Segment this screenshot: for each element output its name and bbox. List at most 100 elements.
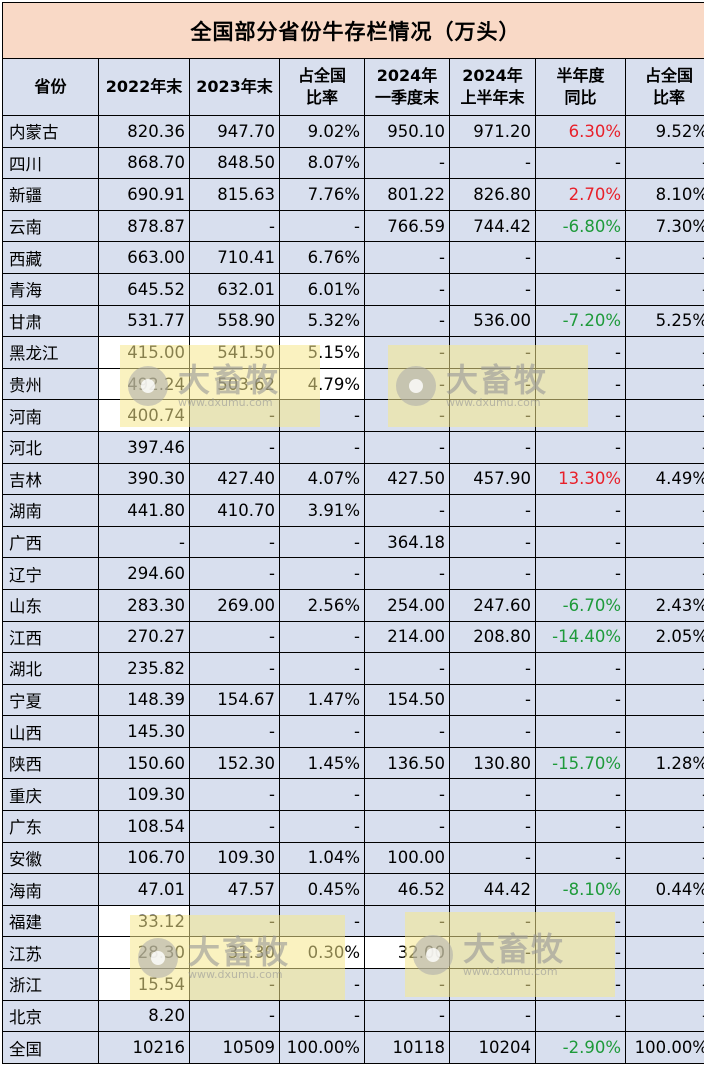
value-cell: 868.70	[98, 146, 190, 180]
value-cell: 848.50	[189, 146, 280, 180]
value-cell: -	[625, 241, 704, 274]
value-cell: -	[364, 904, 450, 938]
province-cell: 浙江	[2, 968, 99, 1001]
value-cell: 154.50	[364, 683, 450, 717]
value-cell: -	[535, 841, 626, 875]
value-cell: -	[535, 936, 626, 970]
value-cell: 28.30	[98, 936, 190, 970]
value-cell: -	[535, 999, 626, 1033]
value-cell: -	[189, 525, 280, 559]
value-cell: 130.80	[449, 746, 536, 780]
value-cell: -	[364, 430, 450, 464]
province-cell: 青海	[2, 272, 99, 306]
table-row: 吉林 390.30 427.40 4.07% 427.50 457.90 13.30% 4.4…	[2, 462, 704, 496]
value-cell: 6.76%	[279, 241, 365, 274]
value-cell: -	[625, 430, 704, 464]
value-cell: 744.42	[449, 209, 536, 243]
value-cell: -	[625, 494, 704, 527]
province-cell: 北京	[2, 999, 99, 1033]
province-cell: 海南	[2, 873, 99, 906]
value-cell: -	[364, 146, 450, 180]
value-cell: -	[449, 525, 536, 559]
value-cell: 971.20	[449, 115, 536, 148]
value-cell: 826.80	[449, 178, 536, 211]
table-row: 云南 878.87- -766.59 744.42 -6.80% 7.30%	[2, 209, 704, 243]
value-cell: 815.63	[189, 178, 280, 211]
value-cell: -	[535, 557, 626, 590]
value-cell: 2.43%	[625, 588, 704, 622]
value-cell: 427.50	[364, 462, 450, 496]
value-cell: -	[449, 652, 536, 685]
value-cell: 9.52%	[625, 115, 704, 148]
value-cell: 145.30	[98, 715, 190, 748]
value-cell: -	[279, 525, 365, 559]
value-cell: -7.20%	[535, 304, 626, 338]
value-cell: -	[449, 936, 536, 970]
value-cell: -	[535, 968, 626, 1001]
column-header: 2022年末	[98, 58, 190, 116]
value-cell: 6.30%	[535, 115, 626, 148]
province-cell: 宁夏	[2, 683, 99, 717]
value-cell: -	[535, 778, 626, 812]
province-cell: 江苏	[2, 936, 99, 970]
value-cell: 270.27	[98, 620, 190, 654]
value-cell: -6.80%	[535, 209, 626, 243]
value-cell: -	[535, 336, 626, 369]
province-cell: 广西	[2, 525, 99, 559]
value-cell: 10204	[449, 1031, 536, 1064]
province-cell: 山西	[2, 715, 99, 748]
value-cell: 947.70	[189, 115, 280, 148]
value-cell: -	[279, 999, 365, 1033]
table-row: 江西 270.27- -214.00 208.80 -14.40% 2.05%	[2, 620, 704, 654]
value-cell: 148.39	[98, 683, 190, 717]
value-cell: -	[449, 272, 536, 306]
value-cell: -	[625, 146, 704, 180]
column-header: 2024年 一季度末	[364, 58, 450, 116]
province-cell: 四川	[2, 146, 99, 180]
value-cell: -	[449, 367, 536, 401]
province-cell: 辽宁	[2, 557, 99, 590]
table-row: 山东 283.30 269.00 2.56% 254.00 247.60 -6.70% 2.4…	[2, 588, 704, 622]
value-cell: -	[364, 557, 450, 590]
value-cell: -	[625, 936, 704, 970]
value-cell: -	[279, 430, 365, 464]
value-cell: 950.10	[364, 115, 450, 148]
value-cell: -	[625, 399, 704, 432]
value-cell: 0.44%	[625, 873, 704, 906]
value-cell: -	[364, 367, 450, 401]
province-cell: 全国	[2, 1031, 99, 1064]
value-cell: 7.76%	[279, 178, 365, 211]
value-cell: 536.00	[449, 304, 536, 338]
value-cell: 109.30	[98, 778, 190, 812]
value-cell: 390.30	[98, 462, 190, 496]
province-cell: 福建	[2, 904, 99, 938]
value-cell: 33.12	[98, 904, 190, 938]
table-row: 内蒙古 820.36 947.70 9.02% 950.10 971.20 6.30% 9.5…	[2, 115, 704, 148]
value-cell: -	[449, 904, 536, 938]
value-cell: -	[449, 999, 536, 1033]
province-cell: 陕西	[2, 746, 99, 780]
value-cell: 710.41	[189, 241, 280, 274]
value-cell: 100.00%	[625, 1031, 704, 1064]
value-cell: -	[279, 620, 365, 654]
value-cell: -2.90%	[535, 1031, 626, 1064]
province-cell: 贵州	[2, 367, 99, 401]
column-header: 2024年 上半年末	[449, 58, 536, 116]
province-cell: 广东	[2, 810, 99, 843]
value-cell: 397.46	[98, 430, 190, 464]
value-cell: 410.70	[189, 494, 280, 527]
value-cell: 32.00	[364, 936, 450, 970]
value-cell: -14.40%	[535, 620, 626, 654]
value-cell: 100.00	[364, 841, 450, 875]
value-cell: -	[449, 810, 536, 843]
table-row: 甘肃 531.77 558.90 5.32% -536.00 -7.20% 5.25%	[2, 304, 704, 338]
value-cell: 820.36	[98, 115, 190, 148]
value-cell: -	[449, 778, 536, 812]
